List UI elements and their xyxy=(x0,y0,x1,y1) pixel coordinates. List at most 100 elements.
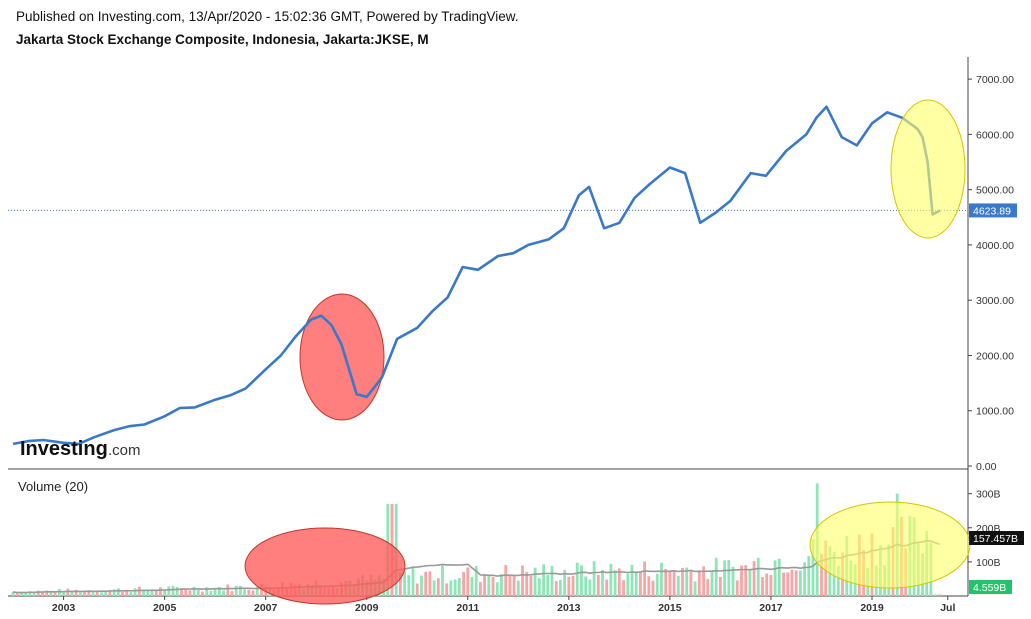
volume-bar xyxy=(719,577,722,596)
volume-bar xyxy=(474,566,478,596)
volume-bar xyxy=(432,580,436,596)
volume-bar xyxy=(243,589,246,596)
price-tick-label: 0.00 xyxy=(976,461,997,473)
price-line xyxy=(12,105,941,446)
volume-bar xyxy=(260,584,263,596)
volume-bar xyxy=(672,570,676,596)
volume-bar xyxy=(415,583,419,596)
volume-bar xyxy=(192,586,196,596)
volume-bar xyxy=(748,570,752,596)
volume-tick-label: 100B xyxy=(976,557,1001,569)
last-price-tag: 4623.89 xyxy=(969,203,1017,218)
volume-bar xyxy=(41,591,44,596)
volume-bar xyxy=(91,592,95,596)
svg-text:.com: .com xyxy=(108,442,141,459)
volume-bar xyxy=(57,589,61,596)
volume-bar xyxy=(100,592,103,596)
time-axis: 2003 2005 2007 2009 2011 2013 2015 2017 2019 Jul xyxy=(52,596,955,614)
published-note: Published on Investing.com, 13/Apr/2020 … xyxy=(16,9,519,24)
volume-bar xyxy=(693,581,697,596)
volume-bar xyxy=(744,565,748,596)
time-tick-label: 2019 xyxy=(860,602,884,614)
volume-bar xyxy=(171,585,175,596)
volume-bar xyxy=(630,564,634,596)
volume-bar xyxy=(740,565,743,596)
volume-bar xyxy=(786,572,790,596)
volume-bar xyxy=(62,592,65,596)
volume-bar xyxy=(146,589,150,596)
volume-bar xyxy=(790,569,794,596)
yellow-highlight-volume xyxy=(809,501,971,589)
volume-bar xyxy=(554,581,558,596)
investing-logo: Investing .com xyxy=(20,438,141,460)
volume-bar xyxy=(836,566,840,596)
volume-bar xyxy=(723,560,726,596)
volume-bar xyxy=(588,579,592,596)
volume-bar xyxy=(74,589,78,596)
volume-bar xyxy=(479,582,482,596)
volume-bar xyxy=(28,591,32,596)
volume-bar xyxy=(436,578,440,596)
volume-moving-average xyxy=(12,539,940,594)
volume-bar xyxy=(83,590,86,596)
red-highlight-volume xyxy=(244,527,406,605)
volume-bar xyxy=(217,587,221,596)
volume-bar xyxy=(765,573,769,596)
volume-bar xyxy=(563,570,566,596)
volume-bar xyxy=(49,590,53,596)
price-tick-label: 3000.00 xyxy=(976,295,1014,307)
volume-bar xyxy=(803,562,806,596)
volume-bar xyxy=(20,592,23,596)
volume-bar xyxy=(213,588,217,596)
volume-bar xyxy=(239,586,242,596)
volume-bar xyxy=(142,589,145,596)
volume-bar xyxy=(180,588,183,596)
volume-bar xyxy=(175,586,179,596)
volume-bar xyxy=(424,571,428,596)
volume-bar xyxy=(487,575,491,596)
volume-bar xyxy=(159,587,162,596)
volume-bar xyxy=(196,589,200,596)
volume-bar xyxy=(53,592,57,596)
volume-bar xyxy=(104,591,108,596)
volume-bar xyxy=(651,580,655,596)
volume-bar xyxy=(807,556,811,596)
volume-bar xyxy=(201,591,204,596)
volume-bar xyxy=(710,570,714,596)
volume-bar xyxy=(66,588,70,596)
price-tick-label: 6000.00 xyxy=(976,129,1014,141)
volume-bar xyxy=(226,584,230,596)
volume-bar xyxy=(491,576,495,596)
volume-bar xyxy=(87,590,91,596)
volume-bar xyxy=(255,586,259,596)
volume-bar xyxy=(108,590,112,596)
volume-bar xyxy=(188,590,192,596)
volume-panel-label: Volume (20) xyxy=(18,479,89,494)
volume-bar xyxy=(546,574,550,596)
chart-title: Jakarta Stock Exchange Composite, Indone… xyxy=(16,32,429,47)
time-tick-label: Jul xyxy=(940,602,955,614)
volume-bar xyxy=(36,590,40,596)
volume-bar xyxy=(32,592,36,596)
volume-bar xyxy=(150,589,154,596)
svg-text:4623.89: 4623.89 xyxy=(973,205,1011,217)
volume-bar xyxy=(626,573,630,596)
volume-bar xyxy=(811,539,815,596)
volume-bar xyxy=(727,560,731,596)
time-tick-label: 2009 xyxy=(355,602,379,614)
volume-bar xyxy=(643,561,646,596)
volume-bar xyxy=(45,590,49,596)
volume-bar xyxy=(609,563,613,596)
red-highlight-price xyxy=(299,293,385,421)
svg-text:157.457B: 157.457B xyxy=(973,533,1018,545)
volume-bar xyxy=(116,588,120,596)
volume-bar xyxy=(137,586,141,596)
volume-bar xyxy=(537,578,541,596)
volume-bar xyxy=(125,589,129,596)
volume-bar xyxy=(571,575,575,596)
price-tick-label: 5000.00 xyxy=(976,185,1014,197)
volume-bar xyxy=(209,590,213,596)
volume-bar xyxy=(613,570,617,596)
